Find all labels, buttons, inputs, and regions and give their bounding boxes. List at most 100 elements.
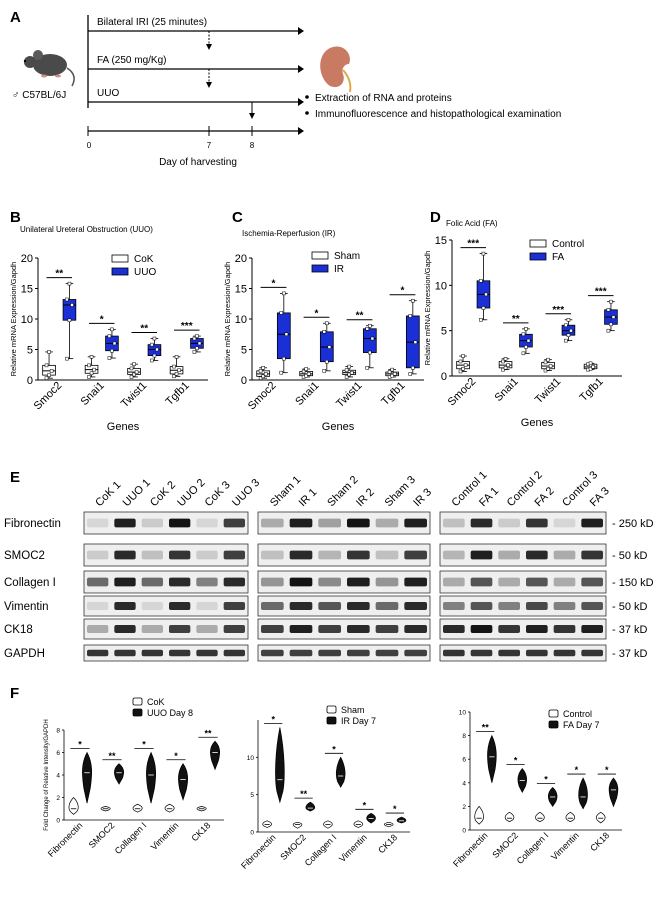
blot-band [318, 518, 341, 528]
blot-band [347, 550, 370, 560]
data-point [368, 350, 372, 355]
data-point [461, 354, 465, 358]
significance-mark: ** [356, 311, 364, 322]
panel-d-title: Folic Acid (FA) [446, 219, 498, 228]
violin [578, 777, 588, 810]
legend-swatch [529, 239, 547, 248]
y-tick-label: 5 [441, 326, 447, 338]
data-point [481, 306, 486, 310]
timeline-arrows [87, 15, 304, 136]
data-point [609, 299, 613, 304]
blot-band [223, 577, 245, 587]
blot-strip [439, 570, 607, 594]
blot-strip [83, 543, 249, 567]
significance-mark: * [315, 308, 319, 319]
data-point [606, 328, 611, 333]
data-point [325, 321, 329, 326]
data-point [506, 363, 510, 367]
legend-label: UUO Day 8 [147, 708, 193, 718]
data-point [92, 367, 96, 372]
lane-label: CoK 1 [93, 479, 123, 509]
blot-band [581, 577, 603, 587]
blot-band [261, 625, 284, 633]
bullet-2: Immunofluorescence and histopathological… [315, 109, 561, 120]
blot-band [261, 518, 284, 528]
significance-mark: * [544, 775, 548, 785]
y-tick-label: 0 [56, 818, 60, 825]
y-tick-label: 2 [56, 795, 60, 802]
data-point [177, 368, 181, 372]
legend-label: Control [552, 239, 584, 250]
lane-label: FA 1 [477, 485, 501, 509]
category-label: Twist1 [119, 380, 150, 411]
blot-band [581, 518, 603, 528]
blot-band [87, 518, 109, 528]
blot-band [526, 602, 548, 610]
data-point [393, 372, 397, 376]
y-axis-label: Fold Change of Relative Intensity/GAPDH [44, 719, 50, 830]
data-point [47, 373, 51, 377]
data-point [370, 336, 375, 341]
legend-label: CoK [134, 254, 154, 265]
box [276, 312, 291, 360]
blot-band [404, 577, 427, 587]
panel-f-letter: F [10, 685, 19, 702]
violin [608, 777, 619, 808]
blot-band [318, 577, 341, 587]
blot-strip [439, 618, 607, 640]
data-point [65, 356, 69, 361]
blot-band [526, 649, 548, 657]
data-point [192, 336, 197, 341]
violin [305, 801, 316, 812]
blot-band [289, 518, 313, 528]
data-point [413, 340, 418, 344]
data-point [134, 370, 139, 374]
blot-band [553, 577, 576, 587]
blot-band [196, 577, 218, 587]
category-label: Snai1 [492, 376, 520, 404]
data-point [279, 370, 283, 375]
data-point [112, 341, 117, 346]
violin [535, 811, 545, 823]
lane-label: Sham 2 [325, 474, 360, 509]
blot-row-label: Collagen I [4, 577, 56, 589]
blot-band [318, 649, 341, 657]
category-label: Collagen I [113, 820, 149, 856]
category-label: SMOC2 [490, 830, 520, 860]
lane-label: Sham 3 [383, 474, 418, 509]
y-axis-label: Relative mRNA Expression/Gapdh [9, 262, 18, 377]
blot-band [470, 625, 493, 633]
lane-label: IR 1 [297, 486, 320, 509]
y-tick-label: 5 [27, 345, 33, 357]
lane-label: CoK 2 [148, 479, 178, 509]
data-point [521, 351, 526, 356]
data-point [132, 362, 136, 366]
blot-band [526, 625, 548, 633]
blot-band [498, 625, 520, 633]
category-label: Vimentin [337, 832, 369, 864]
blot-band [87, 577, 109, 587]
blot-band [470, 602, 493, 610]
blot-marker: - 250 kD [612, 518, 654, 530]
box [62, 299, 77, 321]
blot-band [114, 518, 136, 528]
tick-0: 0 [87, 141, 92, 150]
blot-band [318, 550, 341, 560]
legend-label: UUO [134, 267, 156, 278]
y-tick-label: 10 [435, 280, 447, 292]
data-point [304, 367, 308, 371]
lane-label: FA 2 [532, 485, 556, 509]
data-point [408, 372, 412, 376]
violin [487, 734, 497, 783]
blot-band [375, 602, 399, 610]
blot-strip [257, 570, 431, 594]
blot-band [443, 550, 465, 560]
blot-band [223, 649, 245, 657]
blot-band [196, 649, 218, 657]
panel-b-title: Unilateral Ureteral Obstruction (UUO) [20, 225, 153, 234]
legend-label: IR Day 7 [341, 716, 376, 726]
blot-band [196, 602, 218, 610]
blot-band [443, 602, 465, 610]
data-point [588, 361, 593, 366]
